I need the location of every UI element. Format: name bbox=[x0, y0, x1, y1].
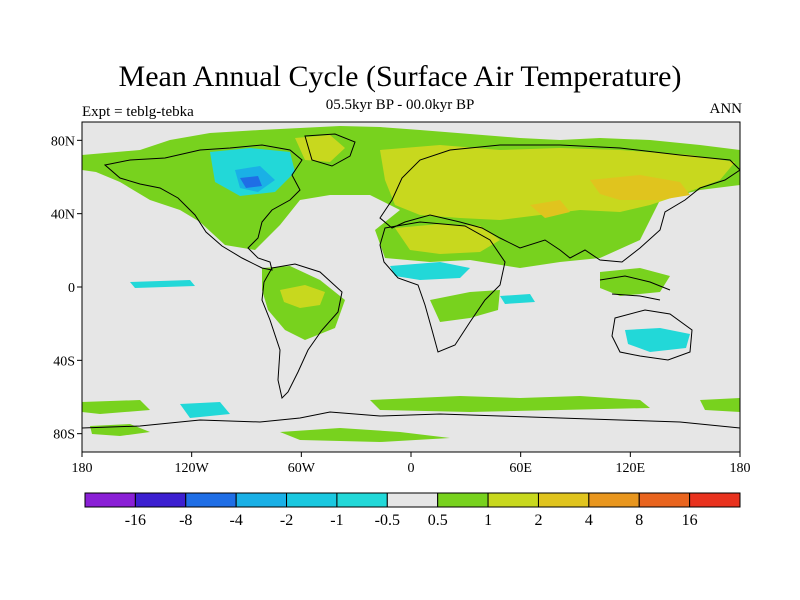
anomaly-field-eurasia bbox=[380, 145, 735, 220]
coastline-europe-asia bbox=[379, 144, 740, 263]
y-tick-label: 80N bbox=[51, 134, 75, 149]
colorbar-label: -16 bbox=[125, 512, 146, 529]
anomaly-field-southern-ocean-2 bbox=[370, 396, 650, 412]
coastline-indonesia bbox=[599, 275, 671, 301]
coastline-antarctica bbox=[82, 411, 740, 429]
anomaly-fields bbox=[82, 126, 740, 442]
y-tick-label: 40S bbox=[53, 354, 75, 369]
colorbar-label: 4 bbox=[585, 512, 593, 529]
anomaly-field-arctic-canada bbox=[240, 176, 262, 188]
colorbar-swatch bbox=[286, 492, 338, 508]
y-axis-ticks: 80N 40N 0 40S 80S bbox=[51, 134, 82, 443]
y-tick-label: 0 bbox=[68, 281, 75, 296]
colorbar-label: 1 bbox=[484, 512, 492, 529]
x-tick-label: 180 bbox=[730, 461, 751, 476]
anomaly-field-indian-ocean bbox=[500, 294, 535, 304]
coastline-south-america bbox=[261, 263, 343, 399]
colorbar-label: 2 bbox=[534, 512, 542, 529]
colorbar-label: -8 bbox=[179, 512, 192, 529]
x-tick-label: 120E bbox=[616, 461, 646, 476]
colorbar-swatch bbox=[537, 492, 590, 508]
anomaly-field-greenland bbox=[295, 135, 345, 162]
experiment-label: Expt = teblg-tebka bbox=[82, 104, 194, 120]
colorbar-swatch bbox=[638, 492, 691, 508]
x-tick-label: 60E bbox=[509, 461, 532, 476]
anomaly-field-southern-ocean-4 bbox=[180, 402, 230, 418]
x-tick-label: 60W bbox=[288, 461, 316, 476]
y-tick-label: 40N bbox=[51, 208, 75, 223]
coastline-africa bbox=[379, 221, 506, 353]
anomaly-field-pacific bbox=[130, 280, 195, 288]
colorbar-label: -1 bbox=[330, 512, 343, 529]
anomaly-field-amazon bbox=[280, 285, 325, 308]
colorbar-swatch bbox=[185, 492, 237, 508]
colorbar-label: 16 bbox=[682, 512, 698, 529]
colorbar-label: -2 bbox=[280, 512, 293, 529]
anomaly-field-sahel bbox=[390, 262, 470, 280]
colorbar-swatch bbox=[437, 492, 489, 508]
coastline-greenland bbox=[304, 133, 356, 167]
anomaly-field-central-asia bbox=[530, 200, 570, 218]
anomaly-field-southern-ocean-3 bbox=[700, 398, 740, 412]
colorbar-swatch bbox=[386, 492, 439, 508]
x-tick-label: 0 bbox=[408, 461, 415, 476]
coastline-australia bbox=[611, 309, 693, 361]
map-plot-area bbox=[82, 122, 740, 452]
anomaly-field-indonesia bbox=[600, 268, 670, 296]
colorbar-label: 0.5 bbox=[428, 512, 448, 529]
colorbar-swatch bbox=[134, 492, 187, 508]
anomaly-field-southern-ocean-1 bbox=[82, 400, 150, 414]
colorbar-swatch bbox=[84, 492, 136, 508]
plot-subtitle: 05.5kyr BP - 00.0kyr BP bbox=[325, 97, 475, 113]
colorbar-label: -4 bbox=[229, 512, 242, 529]
colorbar-label: -0.5 bbox=[375, 512, 400, 529]
colorbar: -16 -8 -4 -2 -1 -0.5 0.5 1 2 4 8 16 bbox=[84, 492, 741, 529]
plot-title: Mean Annual Cycle (Surface Air Temperatu… bbox=[118, 60, 682, 93]
coastlines bbox=[82, 133, 740, 429]
colorbar-swatch bbox=[235, 492, 288, 508]
x-tick-label: 120W bbox=[175, 461, 210, 476]
colorbar-label: 8 bbox=[635, 512, 643, 529]
x-axis-ticks: 180 120W 60W 0 60E 120E 180 bbox=[72, 452, 751, 476]
season-label: ANN bbox=[709, 101, 743, 117]
anomaly-field-australia bbox=[625, 328, 690, 352]
coastline-north-america bbox=[103, 144, 303, 271]
anomaly-field-africa-south bbox=[430, 290, 500, 322]
colorbar-swatch bbox=[336, 492, 388, 508]
x-tick-label: 180 bbox=[72, 461, 93, 476]
anomaly-field-north-africa bbox=[395, 224, 500, 254]
colorbar-swatch bbox=[487, 492, 539, 508]
colorbar-swatch bbox=[588, 492, 640, 508]
anomaly-field-antarctic-coast bbox=[280, 428, 450, 442]
colorbar-swatch bbox=[689, 492, 741, 508]
anomaly-field-siberia bbox=[590, 175, 690, 200]
y-tick-label: 80S bbox=[53, 428, 75, 443]
